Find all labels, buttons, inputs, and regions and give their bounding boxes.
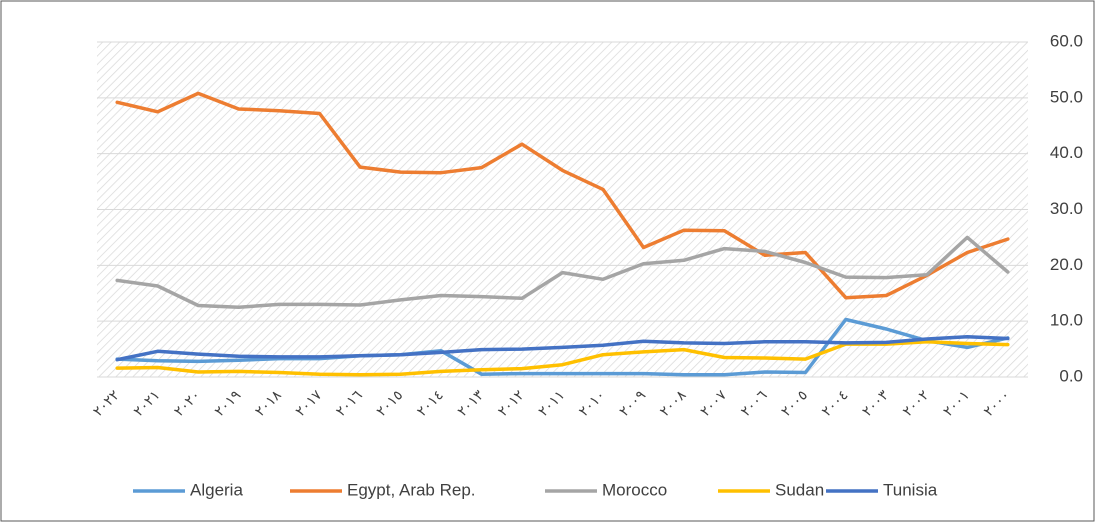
legend-label: Tunisia bbox=[883, 480, 938, 499]
y-tick-label: 60.0 bbox=[1050, 31, 1083, 50]
y-tick-label: 10.0 bbox=[1050, 311, 1083, 330]
y-tick-label: 0.0 bbox=[1059, 366, 1083, 385]
legend-label: Sudan bbox=[775, 480, 824, 499]
y-tick-label: 30.0 bbox=[1050, 199, 1083, 218]
series-line bbox=[115, 91, 1010, 300]
series-line bbox=[115, 335, 1010, 362]
y-tick-label: 20.0 bbox=[1050, 255, 1083, 274]
y-tick-label: 50.0 bbox=[1050, 87, 1083, 106]
legend-label: Algeria bbox=[190, 480, 243, 499]
series-line bbox=[115, 317, 1010, 377]
legend-label: Egypt, Arab Rep. bbox=[347, 480, 476, 499]
legend-label: Morocco bbox=[602, 480, 667, 499]
y-tick-label: 40.0 bbox=[1050, 143, 1083, 162]
series-line bbox=[115, 235, 1010, 309]
